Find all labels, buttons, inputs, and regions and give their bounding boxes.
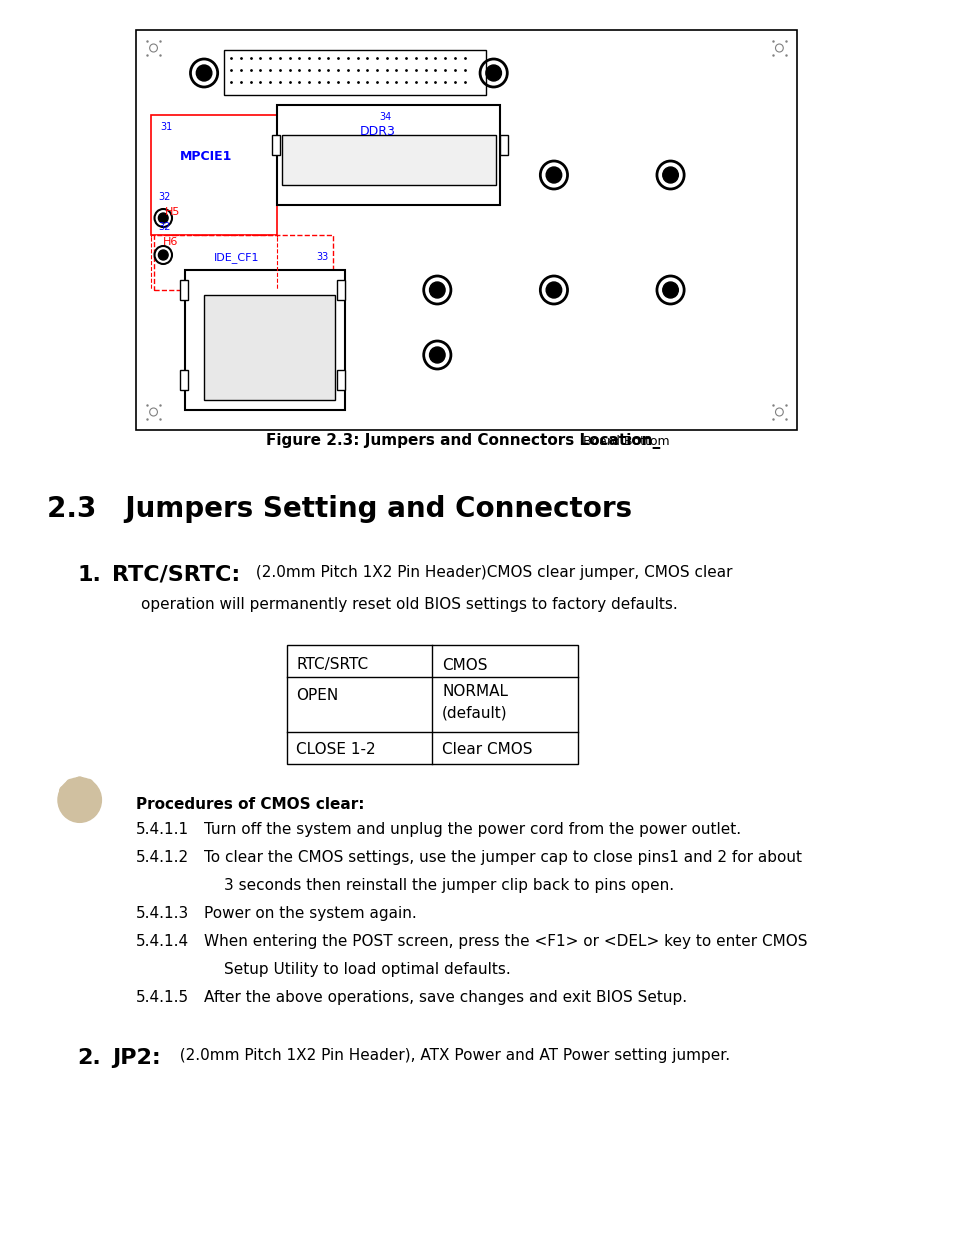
Text: (2.0mm Pitch 1X2 Pin Header), ATX Power and AT Power setting jumper.: (2.0mm Pitch 1X2 Pin Header), ATX Power … — [170, 1048, 729, 1063]
Text: 2.3   Jumpers Setting and Connectors: 2.3 Jumpers Setting and Connectors — [47, 494, 631, 523]
Text: Setup Utility to load optimal defaults.: Setup Utility to load optimal defaults. — [223, 962, 510, 977]
Text: (default): (default) — [441, 705, 507, 720]
Text: 5.4.1.1: 5.4.1.1 — [136, 822, 189, 837]
Bar — [153, 236, 333, 290]
Text: (2.0mm Pitch 1X2 Pin Header)CMOS clear jumper, CMOS clear: (2.0mm Pitch 1X2 Pin Header)CMOS clear j… — [251, 565, 732, 580]
Text: 2.: 2. — [77, 1048, 101, 1068]
Text: 1.: 1. — [77, 565, 102, 584]
Text: 5.4.1.4: 5.4.1.4 — [136, 935, 189, 949]
Circle shape — [662, 282, 678, 298]
Circle shape — [545, 282, 561, 298]
Circle shape — [294, 282, 309, 298]
Text: Board Bottom: Board Bottom — [578, 435, 668, 448]
Text: When entering the POST screen, press the <F1> or <DEL> key to enter CMOS: When entering the POST screen, press the… — [204, 935, 807, 949]
Text: 3 seconds then reinstall the jumper clip back to pins open.: 3 seconds then reinstall the jumper clip… — [223, 878, 673, 893]
Text: H5: H5 — [165, 207, 180, 217]
Circle shape — [429, 166, 445, 182]
Text: RTC/SRTC: RTC/SRTC — [296, 657, 368, 672]
Bar — [276, 105, 500, 205]
Text: DDR3: DDR3 — [359, 125, 395, 138]
Bar — [336, 370, 345, 390]
Circle shape — [662, 166, 678, 182]
Bar — [151, 115, 276, 236]
Bar — [223, 51, 485, 95]
Text: 34: 34 — [378, 112, 391, 122]
Circle shape — [84, 779, 93, 789]
Bar — [179, 280, 188, 300]
Text: RTC/SRTC:: RTC/SRTC: — [112, 565, 240, 584]
Text: 33: 33 — [315, 252, 328, 261]
Text: To clear the CMOS settings, use the jumper cap to close pins1 and 2 for about: To clear the CMOS settings, use the jump… — [204, 850, 801, 866]
Text: NORMAL: NORMAL — [441, 683, 508, 699]
Text: 32: 32 — [158, 222, 171, 232]
Text: CMOS: CMOS — [441, 657, 487, 672]
Circle shape — [429, 282, 445, 298]
Circle shape — [196, 342, 212, 358]
Circle shape — [66, 779, 75, 789]
Bar — [336, 280, 345, 300]
Text: operation will permanently reset old BIOS settings to factory defaults.: operation will permanently reset old BIO… — [141, 597, 677, 612]
Text: Clear CMOS: Clear CMOS — [441, 742, 532, 757]
Text: 5.4.1.2: 5.4.1.2 — [136, 850, 189, 866]
Circle shape — [485, 65, 501, 81]
Circle shape — [196, 65, 212, 81]
Circle shape — [60, 785, 70, 797]
Circle shape — [74, 777, 85, 787]
Text: H6: H6 — [163, 237, 178, 247]
Bar — [136, 30, 796, 430]
Circle shape — [429, 346, 445, 363]
Bar — [287, 645, 578, 764]
Text: 5.4.1.3: 5.4.1.3 — [136, 906, 189, 921]
Text: JP2:: JP2: — [112, 1048, 160, 1068]
Text: MPCIE1: MPCIE1 — [179, 150, 232, 163]
Bar — [272, 134, 279, 155]
Bar — [281, 134, 496, 185]
Text: 32: 32 — [158, 192, 171, 202]
Text: After the above operations, save changes and exit BIOS Setup.: After the above operations, save changes… — [204, 990, 686, 1005]
Bar — [179, 370, 188, 390]
Text: Power on the system again.: Power on the system again. — [204, 906, 416, 921]
Text: 31: 31 — [160, 122, 172, 132]
Text: Turn off the system and unplug the power cord from the power outlet.: Turn off the system and unplug the power… — [204, 822, 740, 837]
Circle shape — [545, 166, 561, 182]
Text: Figure 2.3: Jumpers and Connectors Location_: Figure 2.3: Jumpers and Connectors Locat… — [266, 433, 660, 449]
Circle shape — [58, 778, 101, 822]
Circle shape — [158, 250, 168, 260]
Text: IDE_CF1: IDE_CF1 — [213, 252, 259, 263]
Circle shape — [294, 166, 309, 182]
Text: CLOSE 1-2: CLOSE 1-2 — [296, 742, 375, 757]
Circle shape — [158, 213, 168, 223]
Bar — [204, 295, 335, 399]
Text: Procedures of CMOS clear:: Procedures of CMOS clear: — [136, 797, 364, 813]
Bar — [185, 270, 345, 411]
Text: OPEN: OPEN — [296, 688, 338, 703]
Bar — [500, 134, 508, 155]
Text: 5.4.1.5: 5.4.1.5 — [136, 990, 189, 1005]
